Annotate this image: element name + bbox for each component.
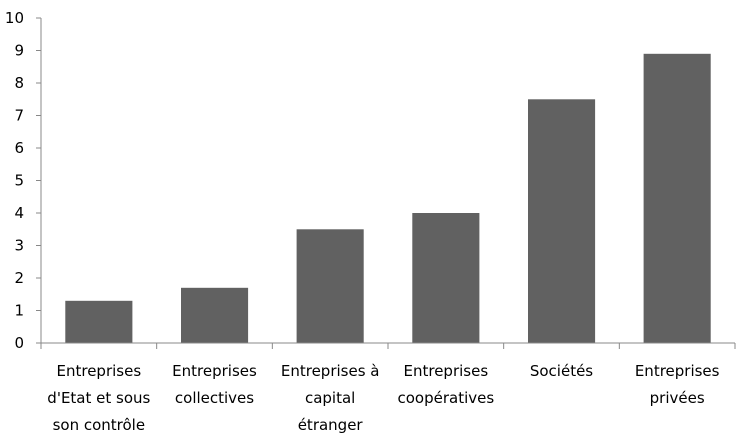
y-tick-label-9: 9 <box>14 42 24 60</box>
x-category-label-3-line-2: capital <box>305 389 355 407</box>
x-category-label-2-line-2: collectives <box>175 389 254 407</box>
bar-3 <box>296 229 364 344</box>
y-tick-label-8: 8 <box>14 74 24 92</box>
y-tick-label-5: 5 <box>14 172 24 190</box>
y-tick-label-2: 2 <box>14 269 24 287</box>
y-tick-label-1: 1 <box>14 302 24 320</box>
y-tick-label-0: 0 <box>14 334 24 352</box>
x-category-label-1-line-1: Entreprises <box>57 362 142 380</box>
bar-1 <box>65 300 133 344</box>
x-category-label-3-line-1: Entreprises à <box>281 362 380 380</box>
x-category-label-5-line-1: Sociétés <box>530 362 593 380</box>
y-tick-label-3: 3 <box>14 237 24 255</box>
bar-2 <box>181 287 249 344</box>
axes-group <box>36 17 736 349</box>
x-category-label-4-line-1: Entreprises <box>404 362 489 380</box>
bars-group <box>65 53 711 344</box>
x-category-label-1-line-2: d'Etat et sous <box>47 389 150 407</box>
x-category-label-2-line-1: Entreprises <box>172 362 257 380</box>
y-tick-label-10: 10 <box>5 9 24 27</box>
x-labels-group: Entreprises d'Etat et sous son contrôle Ent… <box>47 362 719 434</box>
y-tick-label-6: 6 <box>14 139 24 157</box>
bar-6 <box>643 53 711 344</box>
y-tick-label-4: 4 <box>14 204 24 222</box>
y-tick-label-7: 7 <box>14 107 24 125</box>
x-category-label-1-line-3: son contrôle <box>53 416 146 434</box>
x-category-label-4-line-2: coopératives <box>397 389 494 407</box>
x-category-label-3-line-3: étranger <box>298 416 364 434</box>
bar-4 <box>412 213 480 343</box>
bar-5 <box>528 99 596 344</box>
y-ticks-group: 0 1 2 3 4 5 6 7 8 9 10 <box>5 9 24 352</box>
x-category-label-6-line-2: privées <box>650 389 705 407</box>
x-category-label-6-line-1: Entreprises <box>635 362 720 380</box>
